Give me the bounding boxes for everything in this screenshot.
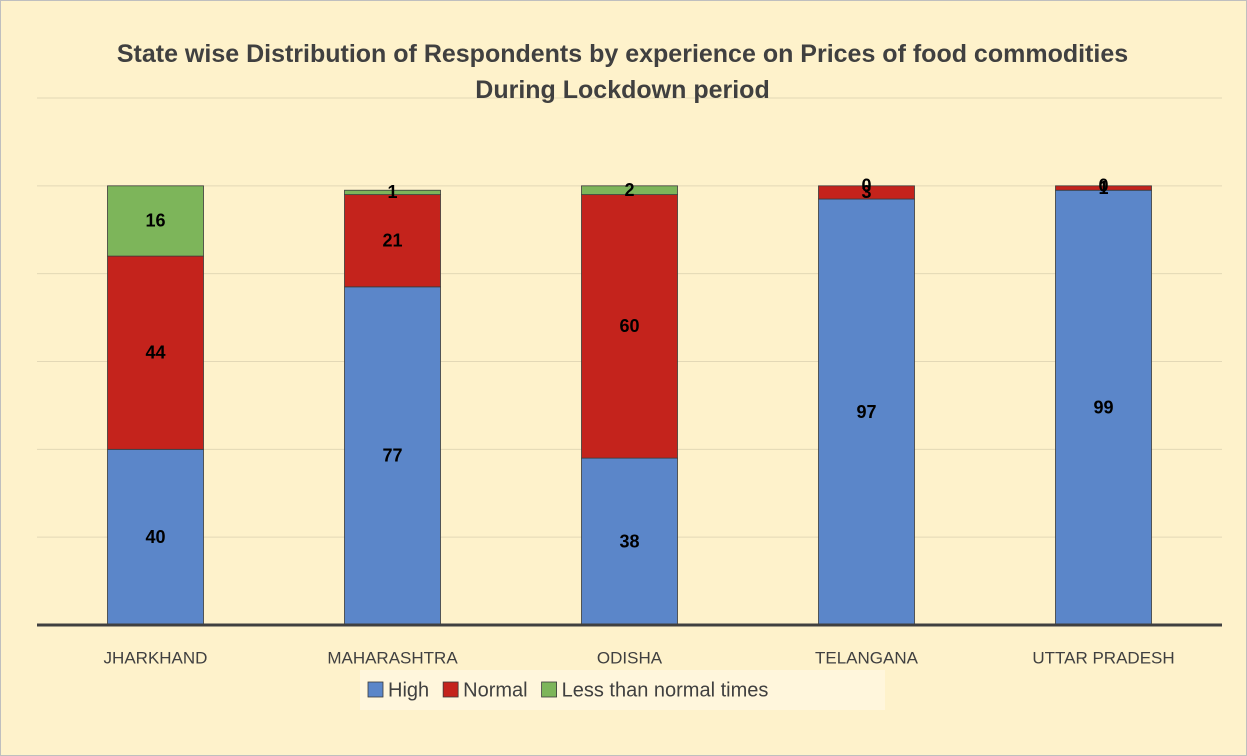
data-label: 21 [382,230,402,250]
bar-segment [344,286,441,626]
bar-segment [344,194,441,288]
x-tick-label: UTTAR PRADESH [1032,648,1174,667]
x-tick-label: ODISHA [597,648,663,667]
data-label: 77 [382,446,402,466]
legend-label: Less than normal times [562,679,769,701]
x-tick-label: TELANGANA [815,648,919,667]
data-label: 1 [1098,178,1108,198]
legend-label: Normal [463,679,527,701]
chart-title: State wise Distribution of Respondents b… [116,40,1129,104]
legend-swatch [442,681,459,698]
bar-segment [581,194,678,459]
data-label: 0 [861,176,871,196]
data-label: 99 [1093,397,1113,417]
data-label: 38 [619,531,639,551]
data-label: 2 [624,180,634,200]
x-tick-label: JHARKHAND [104,648,208,667]
data-label: 40 [145,527,165,547]
legend-label: High [388,679,429,701]
bar-segment [581,185,678,196]
legend-swatch [367,681,384,698]
data-label: 3 [861,182,871,202]
data-label: 60 [619,316,639,336]
legend-swatch [541,681,557,698]
data-label: 97 [856,402,876,422]
bar-segment [1055,189,1152,626]
bar-segment [107,255,204,450]
bar-segment [818,185,915,200]
bar-segment [344,189,441,196]
bar-segment [818,198,915,626]
x-tick-label: MAHARASHTRA [327,648,458,667]
bar-segment [107,185,204,257]
bar-segment [107,448,204,626]
data-label: 44 [145,342,165,362]
data-label: 0 [1098,176,1108,196]
data-label: 1 [387,182,397,202]
data-label: 16 [145,211,165,231]
bar-segment [1055,185,1152,191]
